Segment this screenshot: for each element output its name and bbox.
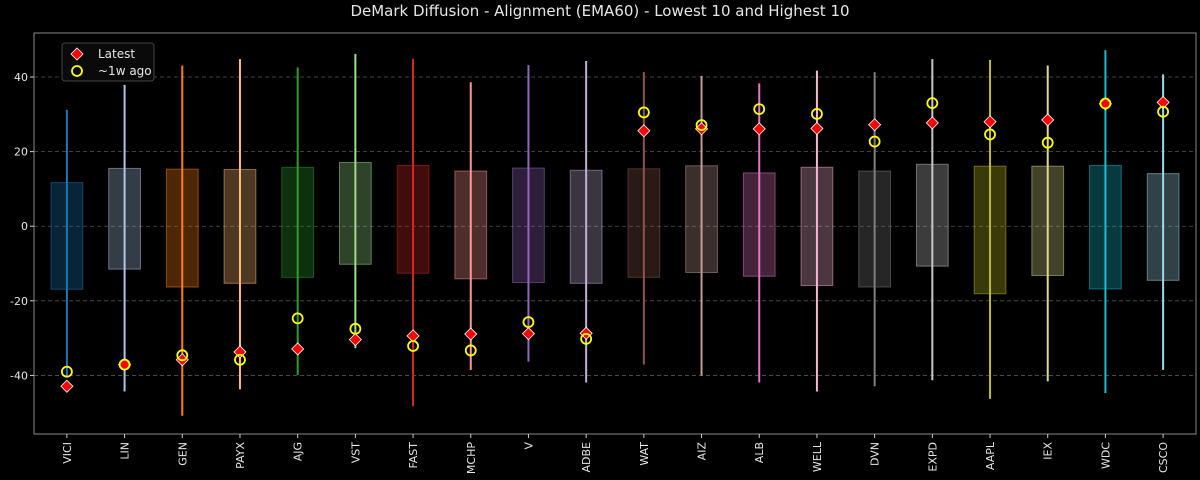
latest-marker [406,329,420,343]
week-ago-marker [695,119,708,132]
legend-diamond-icon [70,47,84,61]
chart-title: DeMark Diffusion - Alignment (EMA60) - L… [350,2,849,20]
week-ago-marker [349,322,362,335]
week-ago-marker [407,340,419,352]
x-tick-label: FAST [407,442,420,469]
category-well [800,70,834,392]
x-tick-label: EXPD [926,442,939,472]
week-ago-marker [580,332,593,345]
week-ago-marker [984,128,996,141]
legend-box [61,42,155,82]
legend-label-latest: Latest [98,47,135,61]
category-gen [165,65,199,416]
y-axis: -40 -20 0 20 40 [10,71,34,382]
latest-marker [464,327,478,341]
y-tick-label: -20 [10,295,28,308]
category-payx [223,59,257,390]
week-ago-marker [522,316,535,328]
y-tick-label: -40 [10,369,28,382]
x-tick-label: ALB [753,442,766,463]
category-wat [627,72,661,365]
week-ago-marker [1041,136,1054,149]
week-ago-marker [811,108,823,120]
week-ago-marker [464,344,477,357]
latest-marker [60,379,74,393]
y-tick-label: 20 [14,146,28,159]
x-tick-label: AIZ [696,442,709,461]
plot-frame [33,32,1197,435]
latest-marker [291,342,305,356]
category-adbe [569,60,603,383]
x-tick-label: WELL [811,441,824,472]
x-tick-label: V [522,442,535,450]
category-iex [1031,65,1065,382]
x-tick-label: VICI [61,442,74,464]
x-tick-label: IEX [1042,442,1055,460]
x-tick-label: VST [349,442,362,464]
x-tick-label: WAT [638,442,651,466]
marks [50,50,1180,416]
latest-marker [810,121,824,136]
category-ajg [281,67,315,376]
category-vici [50,109,84,393]
week-ago-marker [868,135,881,148]
category-expd [915,59,949,381]
week-ago-marker [1157,105,1170,118]
x-tick-label: PAYX [234,442,247,469]
category-aiz [685,75,718,376]
category-v [512,65,545,362]
x-tick-label: DVN [869,442,882,466]
category-dvn [858,72,891,387]
latest-marker [348,333,362,347]
category-lin [108,84,141,392]
y-tick-label: 40 [14,71,28,84]
latest-marker [637,124,651,138]
category-wdc [1089,50,1122,393]
grid [34,76,1196,376]
x-tick-label: AJG [292,442,305,461]
x-tick-label: AAPL [984,441,997,470]
x-tick-label: LIN [119,442,132,460]
week-ago-marker [118,358,131,371]
week-ago-marker [291,312,304,325]
week-ago-marker [60,365,73,378]
legend-circle-icon [71,65,83,77]
legend: Latest ~1w ago [61,42,155,82]
latest-marker [868,118,882,132]
week-ago-marker [1099,97,1112,110]
category-csco [1146,74,1180,370]
x-axis: VICI LIN GEN PAYX AJG VST FAST MCHP V ADBE WAT AIZ A… [61,434,1170,474]
latest-marker [925,116,939,130]
category-aapl [973,59,1007,399]
category-vst [339,53,372,349]
x-tick-label: MCHP [465,442,478,474]
category-mchp [454,82,488,370]
category-alb [742,83,776,383]
latest-marker [1156,95,1170,109]
week-ago-marker [753,103,766,115]
latest-marker [983,115,997,129]
week-ago-marker [637,106,650,119]
week-ago-marker [926,97,939,110]
x-tick-label: GEN [176,442,189,466]
week-ago-marker [176,349,189,362]
latest-marker [1041,113,1055,127]
legend-label-week-ago: ~1w ago [98,64,152,78]
week-ago-marker [234,353,246,366]
x-tick-label: CSCO [1157,442,1170,473]
x-tick-label: WDC [1099,442,1112,469]
latest-marker [752,122,766,136]
category-fast [396,58,430,407]
latest-marker [521,327,536,341]
x-tick-label: ADBE [580,442,593,473]
y-tick-label: 0 [21,220,28,233]
